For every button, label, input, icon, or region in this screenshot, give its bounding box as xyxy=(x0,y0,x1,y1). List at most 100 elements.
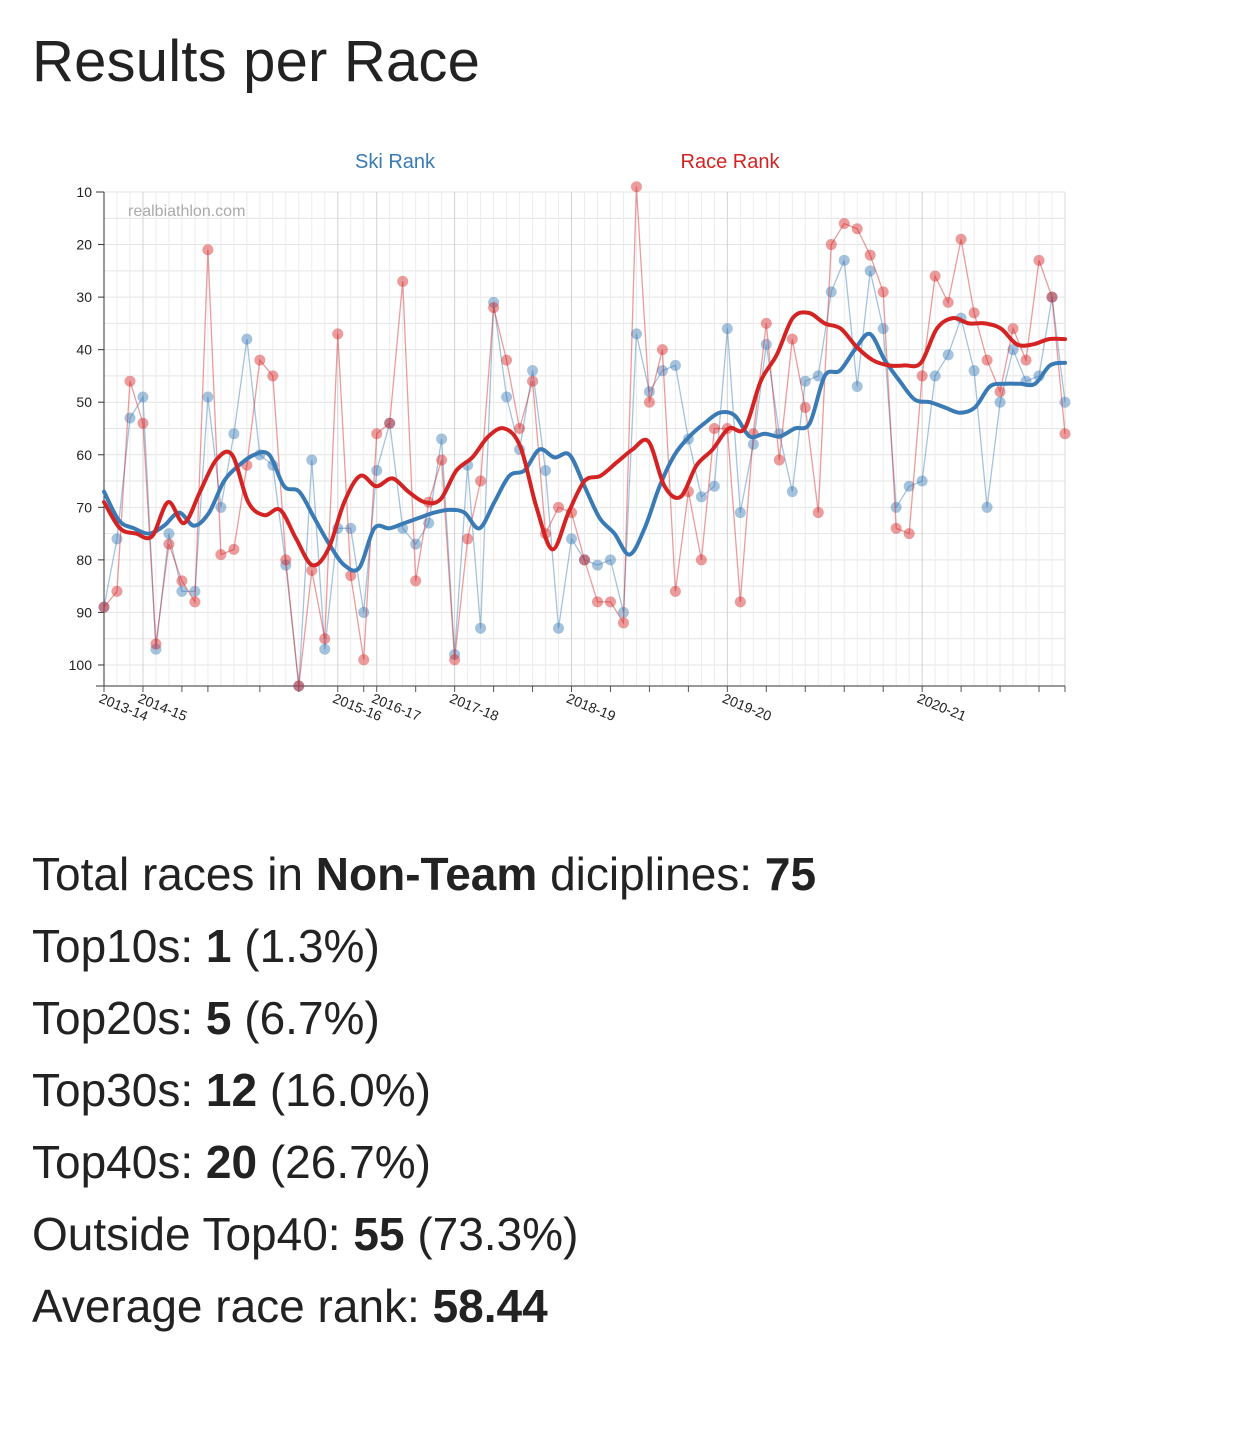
race-rank-point xyxy=(228,543,240,555)
race-rank-point xyxy=(306,564,318,576)
ski-rank-point xyxy=(799,375,811,387)
ski-rank-point xyxy=(864,265,876,277)
ski-rank-point xyxy=(851,380,863,392)
ski-rank-point xyxy=(98,601,110,613)
race-rank-point xyxy=(968,307,980,319)
race-rank-point xyxy=(397,275,409,287)
race-rank-point xyxy=(137,417,149,429)
race-rank-point xyxy=(630,181,642,193)
ski-rank-point xyxy=(890,501,902,513)
race-rank-point xyxy=(916,370,928,382)
race-rank-point xyxy=(488,302,500,314)
ski-rank-point xyxy=(929,370,941,382)
ski-rank-point xyxy=(345,522,357,534)
race-rank-point xyxy=(799,401,811,413)
ski-rank-point xyxy=(760,338,772,350)
ski-rank-point xyxy=(124,412,136,424)
stat-top20s: Top20s: 5 (6.7%) xyxy=(32,992,380,1044)
ski-rank-point xyxy=(423,517,435,529)
ski-rank-point xyxy=(215,501,227,513)
ski-rank-point xyxy=(669,359,681,371)
y-tick-label: 90 xyxy=(76,604,92,620)
ski-rank-point xyxy=(916,475,928,487)
stat-outside-top40: Outside Top40: 55 (73.3%) xyxy=(32,1208,579,1260)
ski-rank-point xyxy=(734,507,746,519)
race-rank-point xyxy=(514,422,526,434)
ski-rank-point xyxy=(553,622,565,634)
ski-rank-point xyxy=(501,391,513,403)
ski-rank-point xyxy=(293,680,305,692)
race-rank-point xyxy=(1046,291,1058,303)
ski-rank-point xyxy=(643,386,655,398)
race-rank-point xyxy=(812,507,824,519)
stat-top10s: Top10s: 1 (1.3%) xyxy=(32,920,380,972)
race-rank-point xyxy=(591,596,603,608)
y-tick-label: 10 xyxy=(76,184,92,200)
race-rank-point xyxy=(319,633,331,645)
ski-rank-point xyxy=(981,501,993,513)
ski-rank-point xyxy=(527,365,539,377)
ski-rank-point xyxy=(540,465,552,477)
ski-rank-point xyxy=(695,491,707,503)
ski-rank-point xyxy=(202,391,214,403)
ski-rank-series xyxy=(98,254,1071,692)
ski-rank-point xyxy=(630,328,642,340)
race-rank-point xyxy=(345,570,357,582)
race-rank-series xyxy=(98,181,1071,692)
ski-rank-point xyxy=(228,428,240,440)
race-rank-line xyxy=(103,186,1066,687)
ski-rank-point xyxy=(903,480,915,492)
race-rank-point xyxy=(475,475,487,487)
ski-rank-point xyxy=(812,370,824,382)
ski-rank-point xyxy=(436,433,448,445)
ski-rank-point xyxy=(942,349,954,361)
stat-total-races: Total races in Non-Team diciplines: 75 xyxy=(32,848,817,900)
race-rank-point xyxy=(617,617,629,629)
race-rank-point xyxy=(202,244,214,256)
race-rank-point xyxy=(501,354,513,366)
race-rank-point xyxy=(708,422,720,434)
y-tick-label: 30 xyxy=(76,289,92,305)
grid xyxy=(103,191,1066,686)
ski-rank-point xyxy=(111,533,123,545)
race-rank-point xyxy=(436,454,448,466)
race-rank-point xyxy=(1020,354,1032,366)
ski-rank-point xyxy=(994,396,1006,408)
ski-rank-point xyxy=(617,606,629,618)
ski-rank-point xyxy=(825,286,837,298)
page-title: Results per Race xyxy=(32,29,481,94)
ski-rank-point xyxy=(747,438,759,450)
race-rank-point xyxy=(695,554,707,566)
ski-rank-point xyxy=(449,648,461,660)
race-rank-point xyxy=(267,370,279,382)
ski-rank-point xyxy=(410,538,422,550)
ski-rank-point xyxy=(384,417,396,429)
race-rank-point xyxy=(124,375,136,387)
ski-rank-point xyxy=(1007,344,1019,356)
ski-rank-point xyxy=(306,454,318,466)
race-rank-point xyxy=(890,522,902,534)
y-tick-label: 20 xyxy=(76,237,92,253)
season-label: 2018-19 xyxy=(564,690,618,724)
ski-rank-point xyxy=(241,333,253,345)
y-tick-label: 50 xyxy=(76,394,92,410)
race-rank-point xyxy=(942,296,954,308)
race-rank-point xyxy=(1007,323,1019,335)
race-rank-point xyxy=(371,428,383,440)
ski-rank-point xyxy=(579,554,590,566)
season-label: 2020-21 xyxy=(915,690,969,724)
ski-rank-point xyxy=(475,622,487,634)
y-tick-label: 60 xyxy=(76,447,92,463)
race-rank-point xyxy=(773,454,785,466)
race-rank-point xyxy=(358,654,370,666)
race-rank-point xyxy=(527,375,539,387)
ski-rank-point xyxy=(566,533,578,545)
ski-rank-point xyxy=(656,365,668,377)
race-rank-point xyxy=(176,575,188,587)
race-rank-point xyxy=(851,223,863,235)
race-rank-point xyxy=(449,654,461,666)
y-tick-label: 80 xyxy=(76,552,92,568)
race-rank-trend-line xyxy=(102,310,1067,568)
ski-rank-point xyxy=(591,559,603,571)
